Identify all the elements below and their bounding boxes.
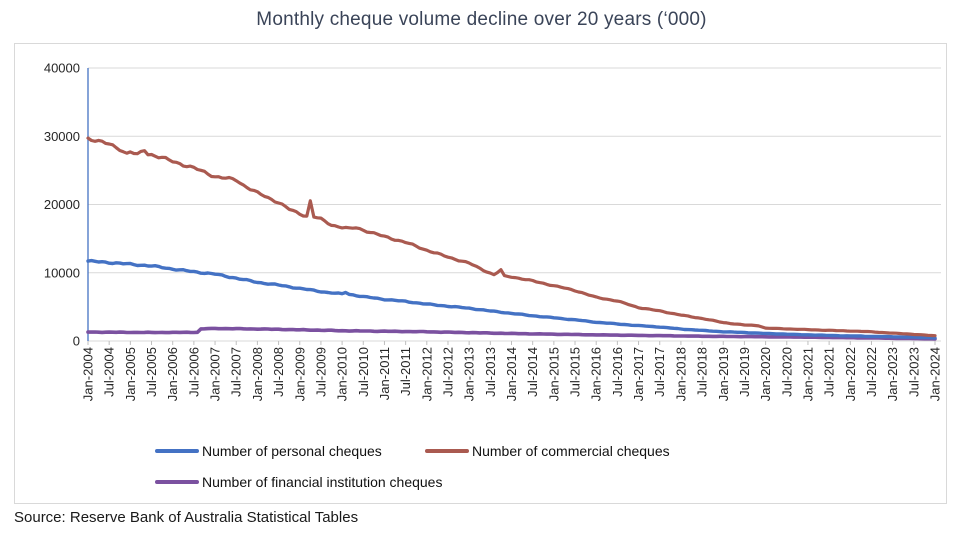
legend-label-financial: Number of financial institution cheques bbox=[202, 474, 443, 490]
legend-item-commercial-cheques: Number of commercial cheques bbox=[425, 443, 670, 459]
legend-swatch-commercial bbox=[425, 448, 469, 454]
x-tick-label: Jul-2015 bbox=[568, 347, 583, 397]
x-tick-label: Jan-2015 bbox=[546, 347, 561, 401]
x-axis-labels: Jan-2004 Jul-2004 Jan-2005 Jul-2005 Jan-2006… bbox=[81, 347, 943, 401]
y-tick-label: 20000 bbox=[44, 197, 80, 212]
legend-swatch-personal bbox=[155, 448, 199, 454]
x-tick-label: Jul-2012 bbox=[440, 347, 455, 397]
x-tick-label: Jan-2013 bbox=[462, 347, 477, 401]
series-line-financial-institution bbox=[86, 326, 937, 341]
x-tick-label: Jul-2017 bbox=[652, 347, 667, 397]
x-tick-label: Jul-2020 bbox=[779, 347, 794, 397]
x-tick-label: Jan-2004 bbox=[81, 347, 96, 401]
x-tick-label: Jan-2022 bbox=[843, 347, 858, 401]
chart-title: Monthly cheque volume decline over 20 ye… bbox=[256, 9, 707, 30]
x-tick-label: Jul-2014 bbox=[525, 347, 540, 397]
y-axis-labels: 0 10000 20000 30000 40000 bbox=[44, 61, 80, 349]
x-tick-label: Jan-2005 bbox=[123, 347, 138, 401]
x-tick-label: Jul-2018 bbox=[695, 347, 710, 397]
x-tick-label: Jul-2023 bbox=[906, 347, 921, 397]
series-line-commercial bbox=[86, 136, 937, 338]
x-tick-label: Jul-2006 bbox=[186, 347, 201, 397]
x-tick-label: Jan-2011 bbox=[377, 347, 392, 400]
x-tick-label: Jan-2019 bbox=[716, 347, 731, 401]
x-tick-label: Jan-2016 bbox=[589, 347, 604, 401]
x-tick-label: Jan-2024 bbox=[928, 347, 943, 401]
x-tick-label: Jan-2018 bbox=[673, 347, 688, 401]
legend-swatch-financial bbox=[155, 479, 199, 485]
x-tick-label: Jul-2005 bbox=[144, 347, 159, 397]
x-tick-label: Jul-2004 bbox=[102, 347, 117, 397]
x-tick-label: Jul-2022 bbox=[864, 347, 879, 397]
source-note: Source: Reserve Bank of Australia Statis… bbox=[14, 509, 359, 526]
legend-label-personal: Number of personal cheques bbox=[202, 443, 382, 459]
x-tick-label: Jan-2021 bbox=[800, 347, 815, 401]
x-tick-label: Jan-2020 bbox=[758, 347, 773, 401]
x-tick-label: Jul-2021 bbox=[822, 347, 837, 397]
x-tick-label: Jan-2008 bbox=[250, 347, 265, 401]
x-tick-label: Jan-2017 bbox=[631, 347, 646, 401]
y-tick-label: 30000 bbox=[44, 129, 80, 144]
x-tick-label: Jul-2009 bbox=[313, 347, 328, 397]
y-tick-label: 0 bbox=[73, 334, 80, 349]
x-tick-label: Jan-2023 bbox=[885, 347, 900, 401]
legend-label-commercial: Number of commercial cheques bbox=[472, 443, 670, 459]
plot-gridlines bbox=[88, 67, 941, 342]
x-tick-label: Jul-2016 bbox=[610, 347, 625, 397]
y-tick-label: 10000 bbox=[44, 265, 80, 280]
series-line-personal bbox=[86, 258, 937, 340]
x-tick-label: Jul-2008 bbox=[271, 347, 286, 397]
x-tick-label: Jul-2010 bbox=[356, 347, 371, 397]
x-tick-label: Jul-2013 bbox=[483, 347, 498, 397]
x-tick-label: Jul-2011 bbox=[398, 347, 413, 396]
x-tick-label: Jul-2019 bbox=[737, 347, 752, 397]
y-tick-label: 40000 bbox=[44, 61, 80, 76]
x-tick-label: Jan-2012 bbox=[419, 347, 434, 401]
x-tick-label: Jan-2006 bbox=[165, 347, 180, 401]
x-axis-ticks bbox=[87, 341, 936, 345]
legend-item-financial-institution-cheques: Number of financial institution cheques bbox=[155, 474, 442, 490]
x-tick-label: Jan-2007 bbox=[208, 347, 223, 401]
x-tick-label: Jan-2014 bbox=[504, 347, 519, 401]
legend-item-personal-cheques: Number of personal cheques bbox=[155, 443, 382, 459]
x-tick-label: Jan-2010 bbox=[335, 347, 350, 401]
x-tick-label: Jan-2009 bbox=[292, 347, 307, 401]
chart-frame bbox=[14, 43, 947, 504]
x-tick-label: Jul-2007 bbox=[229, 347, 244, 397]
